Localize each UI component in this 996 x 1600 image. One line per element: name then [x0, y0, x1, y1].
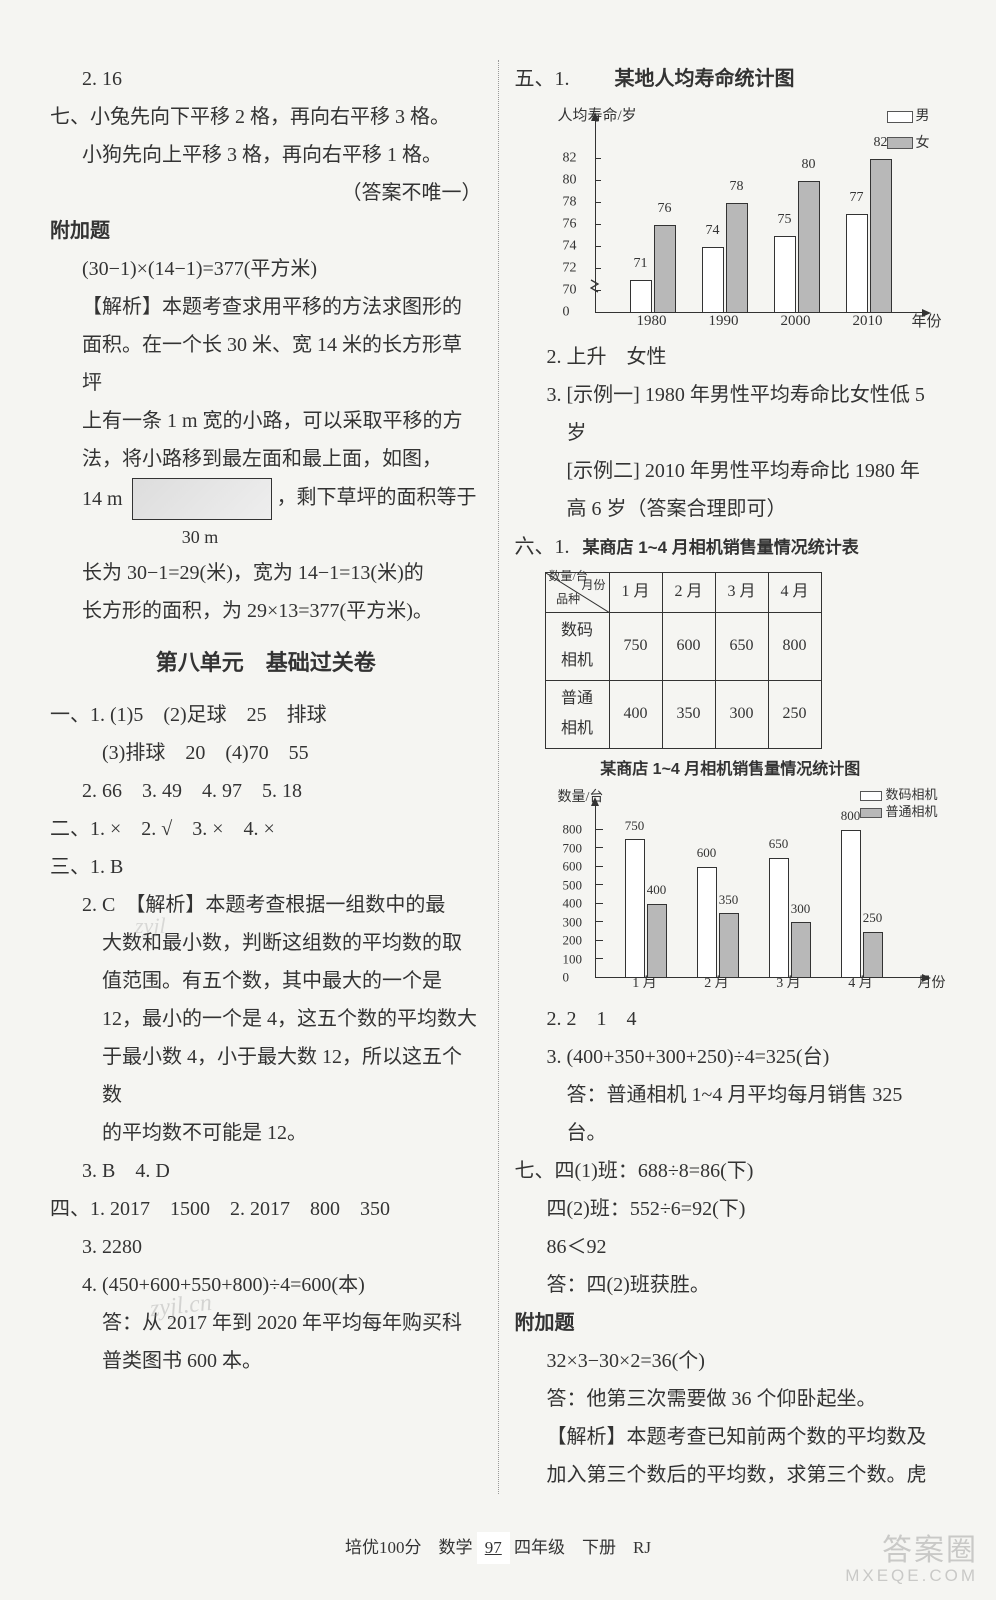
- watermark-small: MXEQE.COM: [845, 1567, 978, 1586]
- footer-page: 97: [477, 1532, 510, 1564]
- q7-note: （答案不唯一）: [50, 174, 482, 212]
- rect-box: [132, 478, 272, 520]
- watermark: 答案圈 MXEQE.COM: [845, 1534, 978, 1586]
- q7-line2: 小狗先向上平移 3 格，再向右平移 1 格。: [50, 136, 482, 174]
- u7c: 4. (450+600+550+800)÷4=600(本): [50, 1266, 482, 1304]
- rect-trail: ，剩下草坪的面积等于: [277, 487, 477, 509]
- extra2-title: 附加题: [515, 1304, 947, 1342]
- chart2-axis: 01002003004005006007008001 月7504002 月600…: [595, 803, 925, 978]
- left-column: 2. 16 七、小兔先向下平移 2 格，再向右平移 3 格。 小狗先向上平移 3…: [50, 60, 482, 1494]
- extra-exp6: 长方形的面积，为 29×13=377(平方米)。: [50, 592, 482, 630]
- f3: 【解析】本题考查已知前两个数的平均数及: [515, 1418, 947, 1456]
- right-column: 五、1. 某地人均寿命统计图 人均寿命/岁 男女 070727476788082…: [515, 60, 947, 1494]
- u2: 2. 66 3. 49 4. 97 5. 18: [50, 772, 482, 810]
- q5-3c: [示例二] 2010 年男性平均寿命比 1980 年: [515, 452, 947, 490]
- q5-num: 五、1.: [515, 68, 570, 90]
- q7d: 答：四(2)班获胜。: [515, 1266, 947, 1304]
- q7c: 86＜92: [515, 1228, 947, 1266]
- unit8-title: 第八单元 基础过关卷: [50, 642, 482, 684]
- f4: 加入第三个数后的平均数，求第三个数。虎: [515, 1456, 947, 1494]
- chart2-xlabel: 月份: [918, 971, 946, 998]
- extra-exp3: 上有一条 1 m 宽的小路，可以采取平移的方: [50, 402, 482, 440]
- q6-header: 六、1. 某商店 1~4 月相机销售量情况统计表: [515, 528, 947, 566]
- chart1-axis: 0707274767880821980717619907478200075802…: [595, 118, 925, 313]
- rect-figure: 14 m ，剩下草坪的面积等于 30 m: [50, 478, 482, 554]
- q6-num: 六、1.: [515, 536, 570, 558]
- q6-2: 2. 2 1 4: [515, 1000, 947, 1038]
- table-title: 某商店 1~4 月相机销售量情况统计表: [583, 538, 859, 557]
- life-expectancy-chart: 人均寿命/岁 男女 070727476788082198071761990747…: [540, 98, 940, 338]
- u5e: 于最小数 4，小于最大数 12，所以这五个数: [50, 1038, 482, 1114]
- u5c: 值范围。有五个数，其中最大的一个是: [50, 962, 482, 1000]
- watermark-2: zyjl.cn: [148, 1281, 214, 1333]
- q6-3ans: 答：普通相机 1~4 月平均每月销售 325 台。: [515, 1076, 947, 1152]
- ans-2-16: 2. 16: [50, 60, 482, 98]
- extra-exp4: 法，将小路移到最左面和最上面，如图，: [50, 440, 482, 478]
- u1b: (3)排球 20 (4)70 55: [50, 734, 482, 772]
- u5f: 的平均数不可能是 12。: [50, 1114, 482, 1152]
- u7d: 答：从 2017 年到 2020 年平均每年购买科: [50, 1304, 482, 1342]
- u4: 三、1. B: [50, 848, 482, 886]
- rect-bottom-label: 30 m: [130, 520, 270, 554]
- watermark-big: 答案圈: [882, 1534, 978, 1567]
- column-divider: [498, 60, 499, 1494]
- q7a: 七、四(1)班：688÷8=86(下): [515, 1152, 947, 1190]
- q6-3: 3. (400+350+300+250)÷4=325(台): [515, 1038, 947, 1076]
- chart2-title: 某商店 1~4 月相机销售量情况统计图: [515, 755, 947, 785]
- footer-left: 培优100分 数学: [345, 1538, 473, 1557]
- u7b: 3. 2280: [50, 1228, 482, 1266]
- extra-eq: (30−1)×(14−1)=377(平方米): [50, 250, 482, 288]
- extra-exp1: 【解析】本题考查求用平移的方法求图形的: [50, 288, 482, 326]
- q5-3a: 3. [示例一] 1980 年男性平均寿命比女性低 5: [515, 376, 947, 414]
- q5-3d: 高 6 岁（答案合理即可）: [515, 490, 947, 528]
- u6: 3. B 4. D: [50, 1152, 482, 1190]
- f1: 32×3−30×2=36(个): [515, 1342, 947, 1380]
- q5-2: 2. 上升 女性: [515, 338, 947, 376]
- chart1-title: 某地人均寿命统计图: [615, 68, 795, 90]
- camera-sales-chart: 数量/台 数码相机普通相机 01002003004005006007008001…: [540, 785, 940, 1000]
- f2: 答：他第三次需要做 36 个仰卧起坐。: [515, 1380, 947, 1418]
- extra-title: 附加题: [50, 212, 482, 250]
- u7: 四、1. 2017 1500 2. 2017 800 350: [50, 1190, 482, 1228]
- u5b: 大数和最小数，判断这组数的平均数的取: [50, 924, 482, 962]
- chart1-xlabel: 年份: [911, 308, 941, 337]
- u7e: 普类图书 600 本。: [50, 1342, 482, 1380]
- u3: 二、1. × 2. √ 3. × 4. ×: [50, 810, 482, 848]
- camera-sales-table: 数量/台品种月份1 月2 月3 月4 月数码相机750600650800普通相机…: [545, 572, 822, 749]
- watermark-3: zyjl: [135, 905, 166, 947]
- footer-right: 四年级 下册 RJ: [514, 1538, 651, 1557]
- q7-line1: 七、小兔先向下平移 2 格，再向右平移 3 格。: [50, 98, 482, 136]
- u5d: 12，最小的一个是 4，这五个数的平均数大: [50, 1000, 482, 1038]
- extra-exp5: 长为 30−1=29(米)，宽为 14−1=13(米)的: [50, 554, 482, 592]
- extra-exp2: 面积。在一个长 30 米、宽 14 米的长方形草坪: [50, 326, 482, 402]
- u1: 一、1. (1)5 (2)足球 25 排球: [50, 696, 482, 734]
- q5-3b: 岁: [515, 414, 947, 452]
- q7b: 四(2)班：552÷6=92(下): [515, 1190, 947, 1228]
- rect-left-label: 14 m: [82, 480, 123, 518]
- u5: 2. C 【解析】本题考查根据一组数中的最: [50, 886, 482, 924]
- q5-header: 五、1. 某地人均寿命统计图: [515, 60, 947, 98]
